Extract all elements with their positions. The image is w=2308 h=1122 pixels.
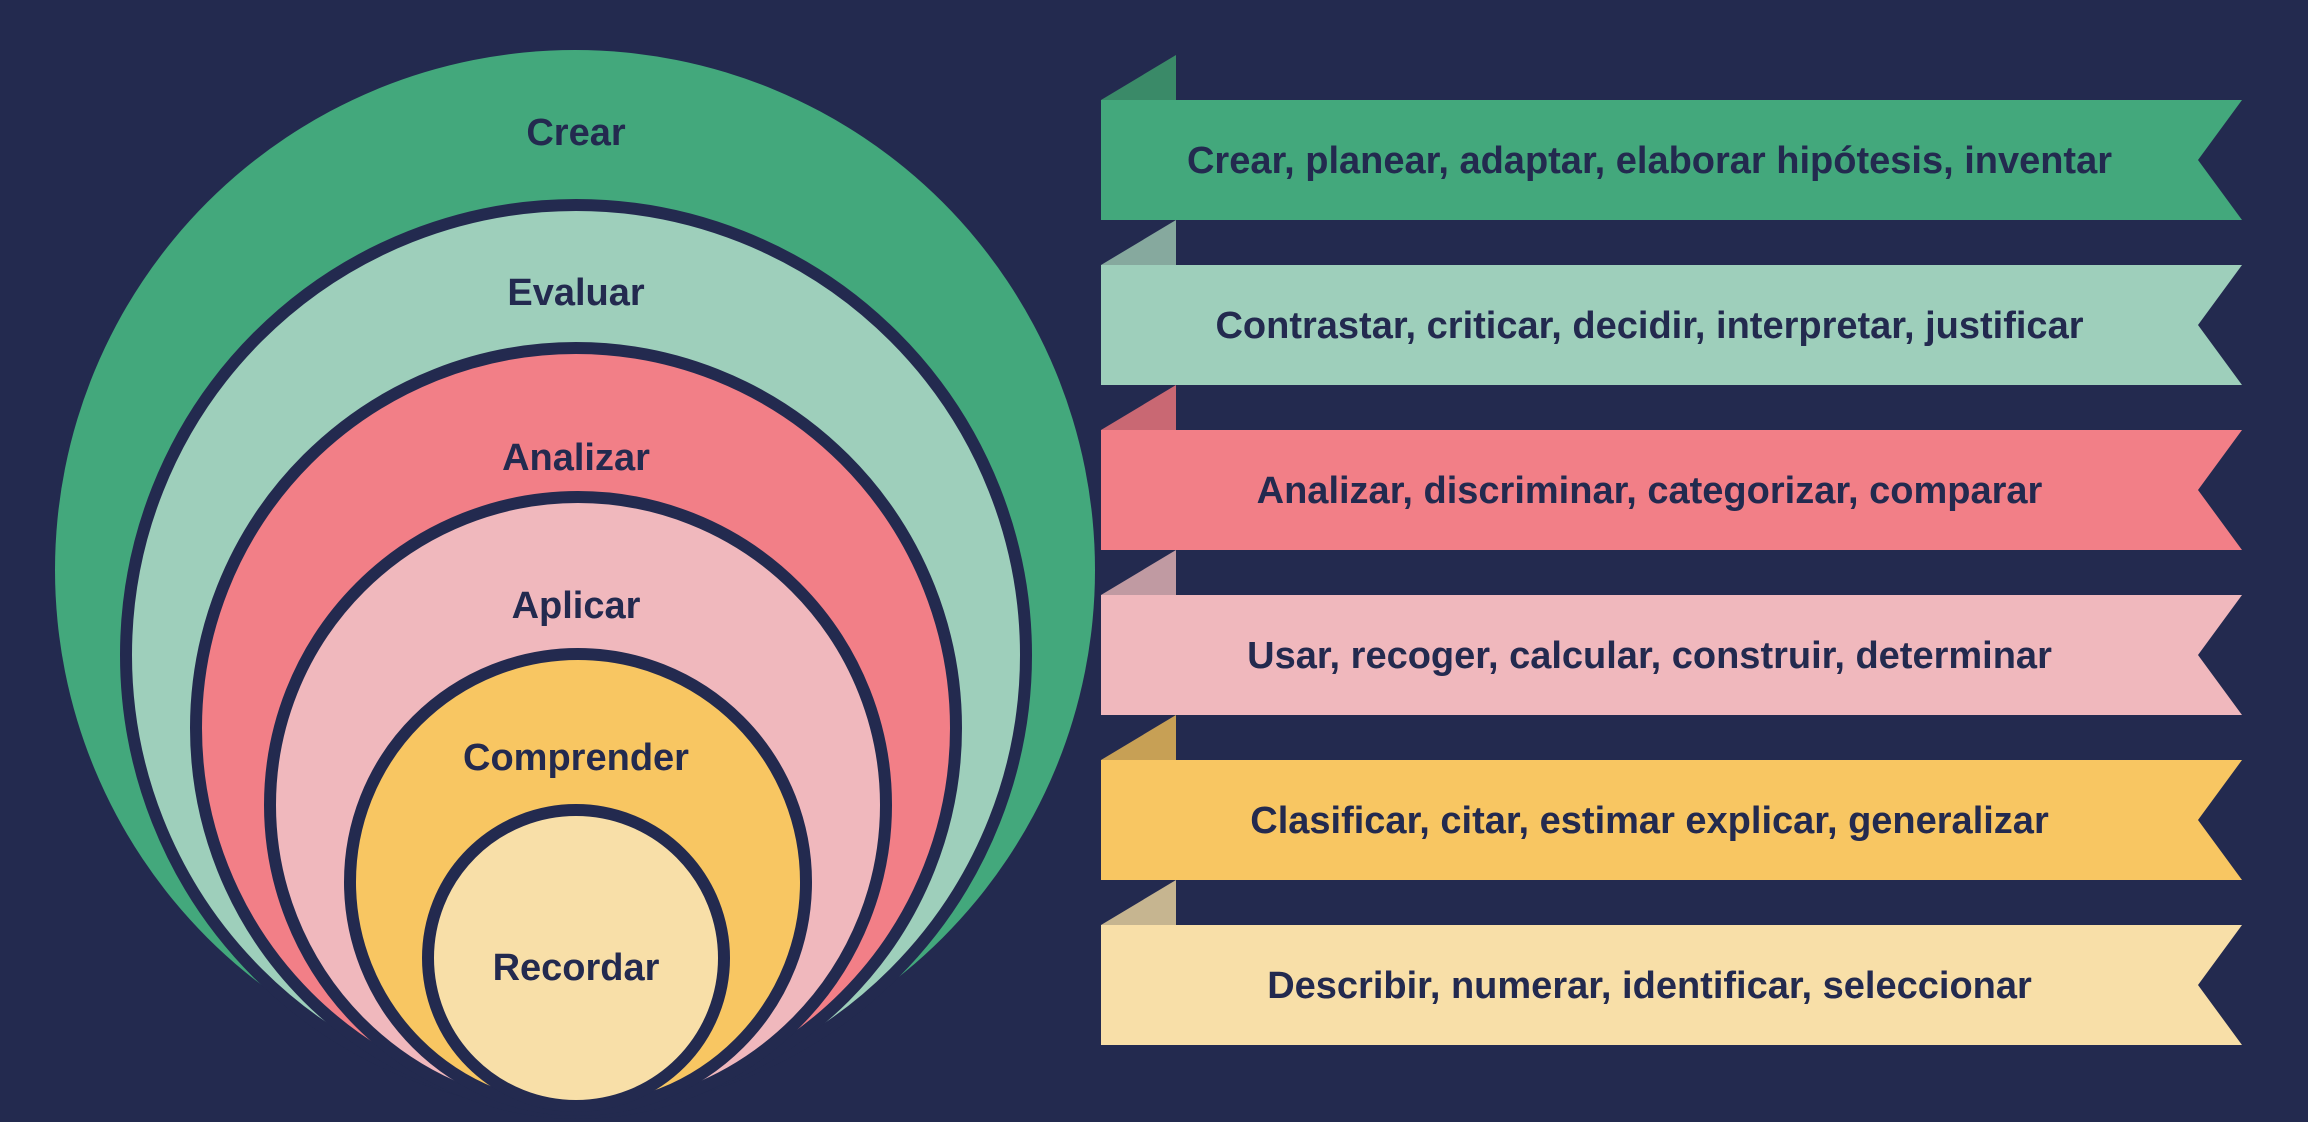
ribbon-aplicar: Usar, recoger, calcular, construir, dete… — [1101, 550, 2242, 715]
circle-labels-group: Crear Evaluar Analizar Aplicar Comprende… — [463, 112, 689, 989]
level-label-comprender: Comprender — [463, 737, 689, 779]
ribbon-recordar: Describir, numerar, identificar, selecci… — [1101, 880, 2242, 1045]
ribbon-text-evaluar: Contrastar, criticar, decidir, interpret… — [1215, 305, 2083, 347]
ribbon-text-recordar: Describir, numerar, identificar, selecci… — [1267, 965, 2032, 1007]
ribbon-text-analizar: Analizar, discriminar, categorizar, comp… — [1257, 470, 2043, 512]
ribbon-text-aplicar: Usar, recoger, calcular, construir, dete… — [1247, 635, 2052, 677]
ribbon-body-analizar — [1101, 430, 2242, 550]
ribbon-fold-evaluar — [1101, 220, 1176, 265]
ribbon-text-crear: Crear, planear, adaptar, elaborar hipóte… — [1187, 140, 2112, 182]
ribbon-fold-comprender — [1101, 715, 1176, 760]
ribbon-fold-analizar — [1101, 385, 1176, 430]
level-label-recordar: Recordar — [493, 947, 660, 989]
circles-group — [55, 50, 1095, 1119]
ribbon-crear: Crear, planear, adaptar, elaborar hipóte… — [1101, 55, 2242, 220]
ribbon-fold-aplicar — [1101, 550, 1176, 595]
ribbons-group: Crear, planear, adaptar, elaborar hipóte… — [1101, 55, 2242, 1045]
level-label-crear: Crear — [526, 112, 625, 154]
ribbon-comprender: Clasificar, citar, estimar explicar, gen… — [1101, 715, 2242, 880]
level-circle-recordar — [422, 804, 730, 1112]
ribbon-fold-recordar — [1101, 880, 1176, 925]
ribbon-body-comprender — [1101, 760, 2242, 880]
ribbon-fold-crear — [1101, 55, 1176, 100]
level-label-analizar: Analizar — [502, 437, 650, 479]
level-label-aplicar: Aplicar — [512, 585, 641, 627]
level-label-evaluar: Evaluar — [507, 272, 645, 314]
ribbon-analizar: Analizar, discriminar, categorizar, comp… — [1101, 385, 2242, 550]
ribbon-text-comprender: Clasificar, citar, estimar explicar, gen… — [1250, 800, 2049, 842]
ribbon-evaluar: Contrastar, criticar, decidir, interpret… — [1101, 220, 2242, 385]
ribbon-body-aplicar — [1101, 595, 2242, 715]
ribbon-body-crear — [1101, 100, 2242, 220]
ribbon-body-recordar — [1101, 925, 2242, 1045]
ribbon-body-evaluar — [1101, 265, 2242, 385]
